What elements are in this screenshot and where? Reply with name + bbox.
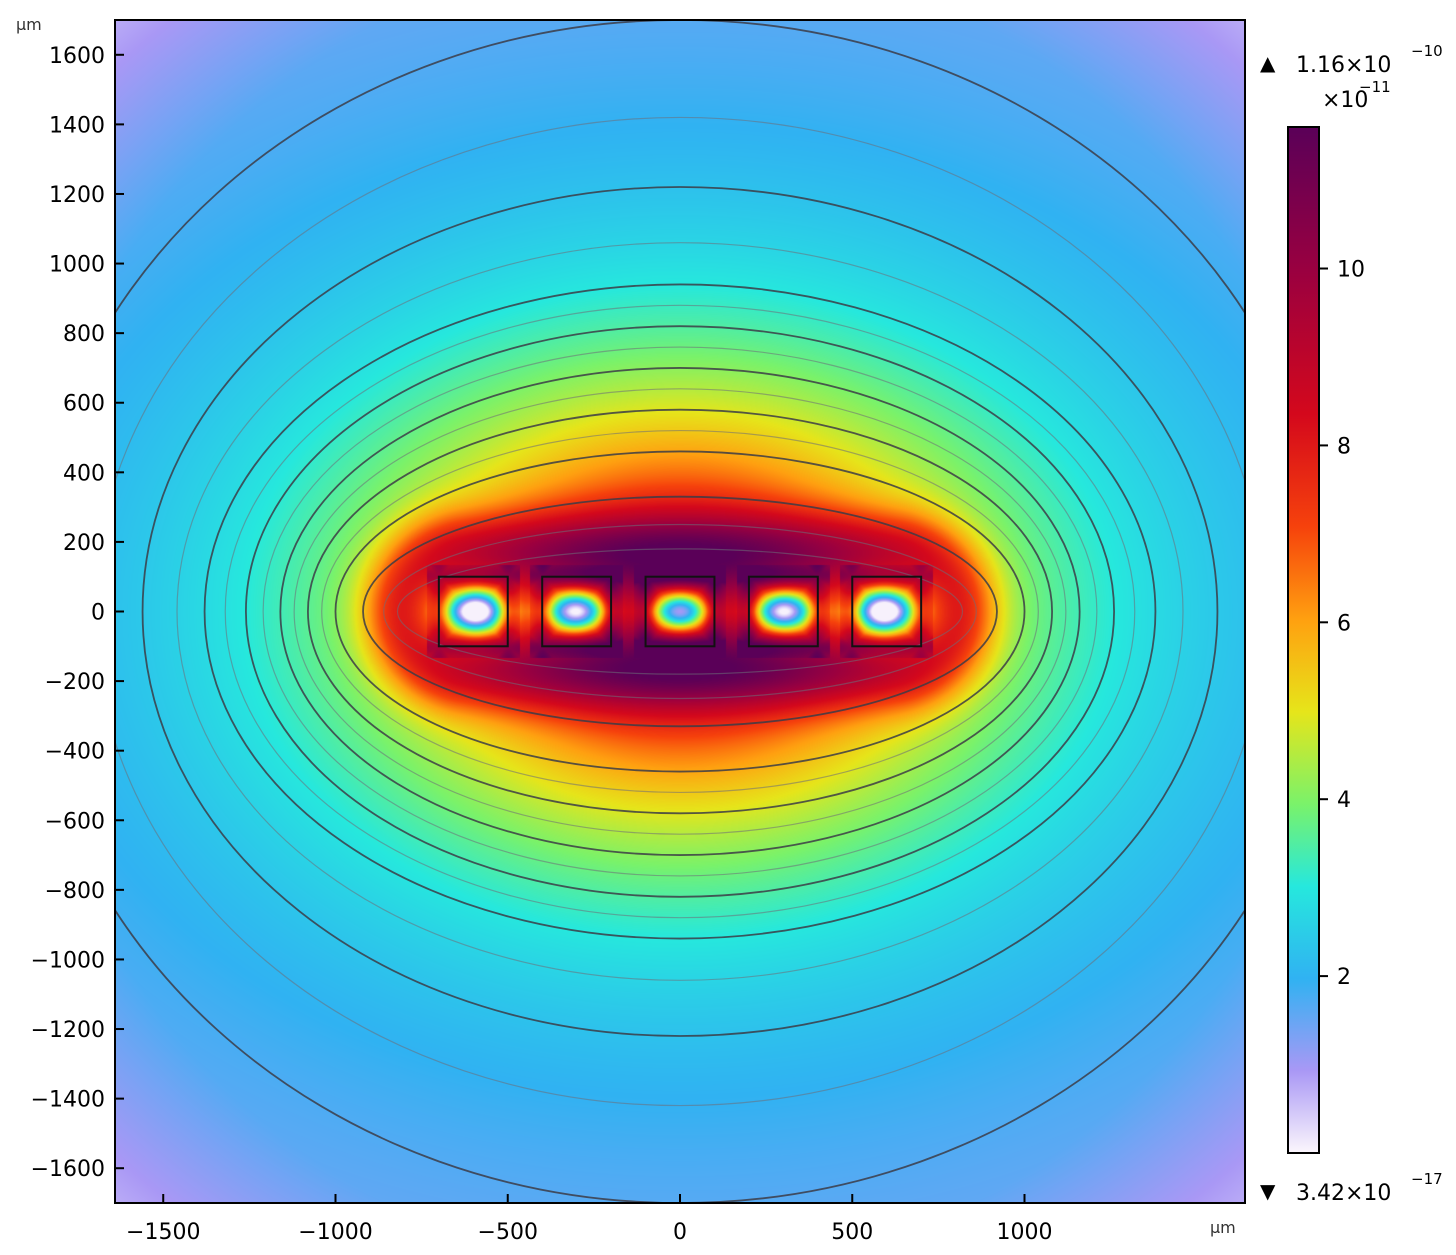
y-tick-label: −1000 — [31, 948, 105, 973]
colorbar-min-label: 3.42×10 — [1296, 1181, 1391, 1206]
source-box — [851, 575, 923, 648]
contour-dark — [334, 450, 1026, 773]
y-tick-label: −400 — [45, 740, 105, 765]
y-axis: 1600 1400 1200 1000 800 600 400 200 0 −200 −400 −60… — [31, 44, 124, 1182]
colorbar-tick-label: 4 — [1337, 788, 1351, 813]
x-tick-label: −1500 — [126, 1220, 200, 1245]
colorbar-max-label: 1.16×10 — [1296, 53, 1391, 78]
colorbar-tick-label: 8 — [1337, 434, 1351, 459]
y-tick-label: −1200 — [31, 1018, 105, 1043]
colorbar-min-exponent: −17 — [1411, 1170, 1443, 1188]
contour-lines — [115, 20, 1245, 1203]
contour-dark — [141, 186, 1219, 1037]
contour-light — [293, 388, 1067, 835]
x-tick-label: 0 — [673, 1220, 687, 1245]
field-heatmap — [115, 20, 1245, 1203]
source-box — [437, 575, 509, 648]
source-boxes — [437, 575, 923, 648]
plot-area — [114, 19, 1246, 1204]
colorbar-max-exponent: −10 — [1411, 42, 1443, 60]
y-unit-label: µm — [16, 15, 42, 34]
y-tick-label: 1000 — [49, 253, 105, 278]
y-tick-label: 200 — [63, 531, 105, 556]
y-tick-label: −1400 — [31, 1088, 105, 1113]
contour-light — [224, 304, 1136, 919]
colorbar-tick-label: 6 — [1337, 611, 1351, 636]
y-tick-label: 1600 — [49, 44, 105, 69]
contour-light — [321, 429, 1039, 794]
colorbar-tick-label: 2 — [1337, 965, 1351, 990]
contour-light — [115, 116, 1245, 1107]
colorbar-ticks: 10 8 6 4 2 — [1319, 258, 1365, 990]
colorbar-max-marker: ▲ — [1260, 51, 1276, 75]
y-tick-label: 1400 — [49, 113, 105, 138]
x-tick-label: −1000 — [298, 1220, 372, 1245]
y-tick-label: 800 — [63, 322, 105, 347]
source-box — [747, 575, 819, 648]
y-tick-label: −200 — [45, 670, 105, 695]
source-box — [644, 575, 716, 648]
x-tick-label: −500 — [478, 1220, 538, 1245]
colorbar-scale-exponent: −11 — [1359, 78, 1391, 96]
contour-light — [262, 346, 1098, 877]
colorbar-min-marker: ▼ — [1260, 1179, 1276, 1203]
x-axis: −1500 −1000 −500 0 500 1000 — [126, 1194, 1053, 1245]
colorbar: ▲ 1.16×10 −10 ×10 −11 10 8 6 4 2 ▼ 3.42×10 −… — [1260, 42, 1443, 1206]
contour-dark — [203, 283, 1157, 940]
y-tick-label: −800 — [45, 879, 105, 904]
colorbar-scale-label: ×10 — [1322, 88, 1368, 113]
y-tick-label: 400 — [63, 461, 105, 486]
y-tick-label: 0 — [91, 601, 105, 626]
colorbar-tick-label: 10 — [1337, 258, 1365, 283]
contour-light — [396, 548, 964, 675]
y-tick-label: 600 — [63, 392, 105, 417]
contour-dark — [307, 408, 1053, 815]
contour-dark — [279, 367, 1081, 856]
contour-dark — [362, 495, 998, 728]
y-tick-label: −600 — [45, 809, 105, 834]
y-tick-label: 1200 — [49, 183, 105, 208]
contour-dark — [245, 325, 1115, 898]
x-tick-label: 500 — [831, 1220, 873, 1245]
colorbar-gradient — [1287, 126, 1320, 1154]
source-box — [541, 575, 613, 648]
x-tick-label: 1000 — [997, 1220, 1053, 1245]
y-tick-label: −1600 — [31, 1157, 105, 1182]
contour-light — [176, 242, 1184, 981]
contour-light — [383, 523, 977, 700]
x-unit-label: µm — [1210, 1218, 1236, 1237]
